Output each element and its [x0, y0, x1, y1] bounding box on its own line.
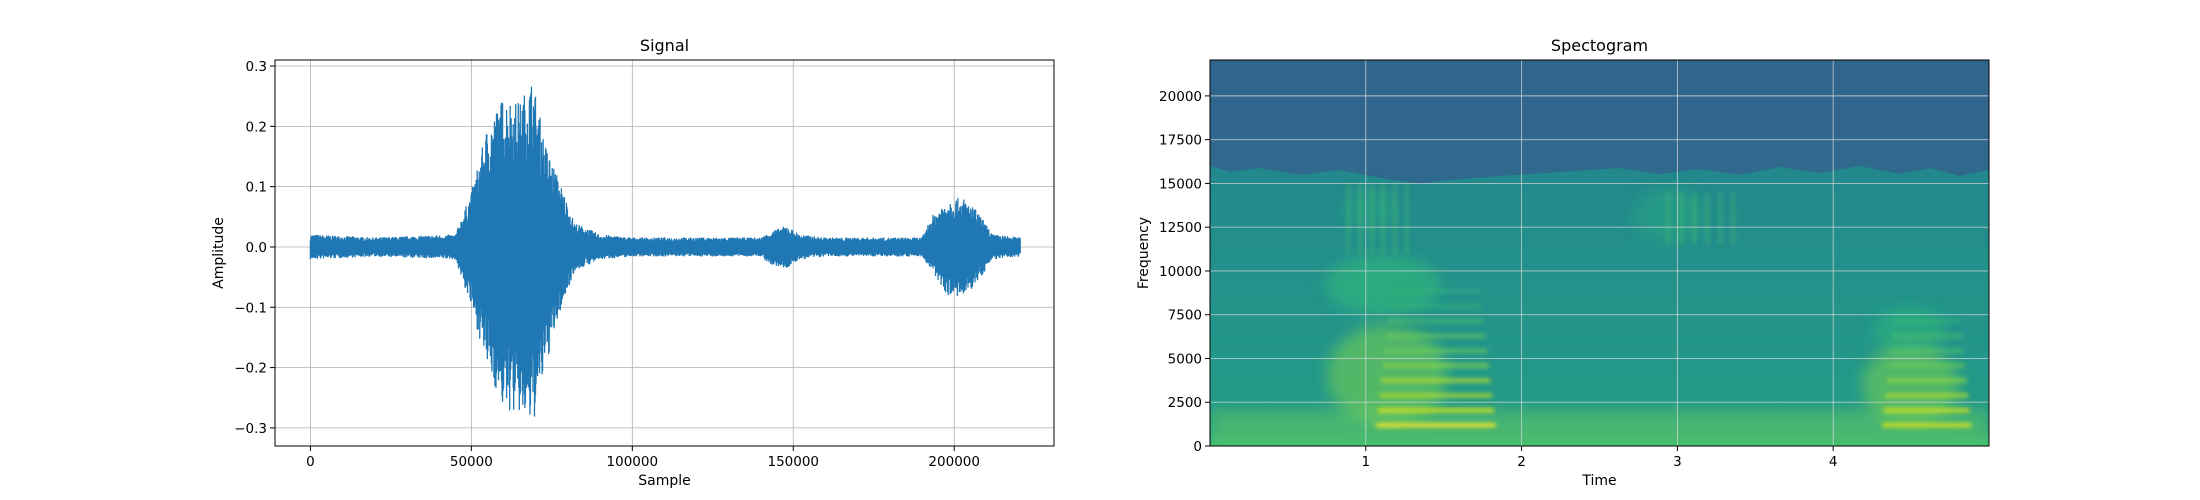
spectrogram-gridlines: [1210, 60, 1989, 446]
spectrogram-image: [1210, 60, 1989, 446]
signal-axes-frame: [274, 59, 1055, 447]
spectrogram-harmonics: [1346, 183, 1972, 428]
spectrogram-y-tick-label: 5000: [1168, 351, 1202, 367]
signal-chart: 0 50000 100000 150000 200000 −0.3 −0.2 −0.1 0.0…: [211, 36, 1055, 489]
spectrogram-harmonic-band: [1887, 363, 1966, 368]
spectrogram-harmonic-band: [1387, 318, 1485, 324]
spectrogram-harmonic-band: [1377, 408, 1495, 413]
spectrogram-y-tick-label: 17500: [1159, 133, 1202, 149]
spectrogram-harmonic-band: [1390, 289, 1482, 294]
spectrogram-harmonic-band: [1375, 423, 1496, 428]
spectrogram-harmonic-band: [1885, 393, 1969, 398]
spectrogram-harmonic-band: [1389, 303, 1483, 309]
spectrogram-y-tick-label: 12500: [1159, 220, 1202, 236]
spectrogram-x-tick-label: 1: [1362, 454, 1371, 470]
signal-y-tick-label: 0.1: [246, 180, 267, 196]
signal-x-tick-label: 150000: [767, 454, 819, 470]
signal-x-axis-label: Sample: [638, 473, 691, 489]
spectrogram-harmonic-band: [1889, 348, 1964, 353]
signal-x-tick-label: 200000: [928, 454, 980, 470]
spectrogram-faint-band: [1718, 192, 1722, 245]
spectrogram-y-tick-label: 2500: [1168, 395, 1202, 411]
signal-title: Signal: [640, 36, 689, 55]
spectrogram-title: Spectogram: [1551, 36, 1648, 55]
spectrogram-harmonic-band: [1380, 378, 1491, 383]
spectrogram-harmonic-band: [1882, 423, 1972, 428]
spectrogram-faint-band: [1705, 192, 1709, 245]
spectrogram-y-tick-label: 20000: [1159, 89, 1202, 105]
spectrogram-x-axis-label: Time: [1581, 473, 1616, 489]
spectrogram-harmonic-band: [1886, 378, 1967, 383]
signal-y-axis-label: Amplitude: [211, 217, 227, 289]
spectrogram-y-tick-label: 7500: [1168, 308, 1202, 324]
spectrogram-axes-frame: [1209, 59, 1990, 447]
spectrogram-harmonic-band: [1892, 318, 1961, 324]
spectrogram-harmonic-band: [1890, 333, 1963, 339]
spectrogram-x-tick-label: 2: [1517, 454, 1526, 470]
spectrogram-faint-band: [1358, 183, 1362, 254]
spectrogram-y-ticks: 0 2500 5000 7500 10000 12500 15000 17500 20000: [1159, 89, 1210, 455]
spectrogram-faint-band: [1346, 183, 1350, 254]
signal-y-tick-label: −0.3: [234, 421, 267, 437]
signal-y-tick-label: 0.2: [246, 119, 267, 135]
spectrogram-x-tick-label: 4: [1829, 454, 1838, 470]
spectrogram-chart: 1 2 3 4 0 2500 5000 7500 10000 12500 15000 17500 20…: [1136, 36, 1990, 489]
signal-x-ticks: 0 50000 100000 150000 200000: [306, 446, 980, 470]
spectrogram-faint-band: [1679, 192, 1683, 245]
spectrogram-faint-band: [1692, 192, 1696, 245]
spectrogram-faint-band: [1666, 192, 1670, 245]
spectrogram-y-tick-label: 15000: [1159, 176, 1202, 192]
spectrogram-y-axis-label: Frequency: [1136, 217, 1152, 289]
spectrogram-x-tick-label: 3: [1673, 454, 1682, 470]
signal-x-tick-label: 0: [306, 454, 315, 470]
signal-series: [309, 86, 1021, 417]
spectrogram-faint-band: [1731, 192, 1735, 245]
signal-y-tick-label: −0.2: [234, 361, 267, 377]
spectrogram-faint-band: [1393, 183, 1397, 254]
spectrogram-harmonic-band: [1883, 408, 1970, 413]
signal-y-tick-label: −0.1: [234, 300, 267, 316]
signal-y-tick-label: 0.0: [246, 240, 267, 256]
spectrogram-harmonic-band: [1385, 333, 1486, 339]
spectrogram-y-tick-label: 0: [1193, 439, 1202, 455]
spectrogram-faint-band: [1405, 183, 1409, 254]
spectrogram-y-tick-label: 10000: [1159, 264, 1202, 280]
spectrogram-faint-band: [1381, 183, 1385, 254]
spectrogram-harmonic-band: [1384, 348, 1488, 353]
signal-x-tick-label: 100000: [607, 454, 659, 470]
spectrogram-x-ticks: 1 2 3 4: [1362, 446, 1838, 470]
spectrogram-harmonic-band: [1382, 363, 1490, 368]
signal-waveform-line: [309, 86, 1021, 417]
signal-y-ticks: −0.3 −0.2 −0.1 0.0 0.1 0.2 0.3: [234, 59, 275, 437]
spectrogram-faint-band: [1370, 183, 1374, 254]
signal-x-tick-label: 50000: [450, 454, 493, 470]
signal-y-tick-label: 0.3: [246, 59, 267, 75]
spectrogram-harmonic-band: [1379, 393, 1493, 398]
